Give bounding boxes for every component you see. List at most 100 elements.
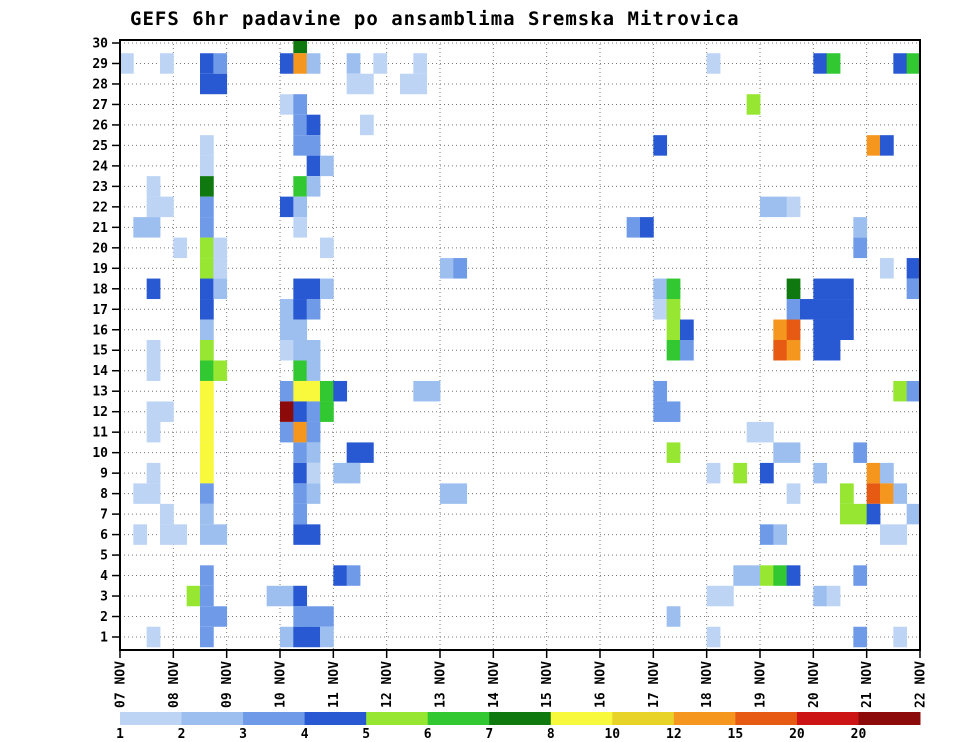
y-tick-label: 27	[92, 98, 108, 113]
heatmap-cell	[746, 565, 761, 586]
heatmap-cell	[200, 258, 214, 279]
heatmap-cell	[293, 360, 308, 381]
heatmap-cell	[906, 503, 920, 525]
y-tick-label: 4	[100, 569, 108, 584]
y-tick-label: 19	[92, 262, 108, 277]
y-tick-label: 11	[92, 426, 108, 441]
heatmap-cell	[293, 299, 308, 320]
heatmap-cell	[413, 380, 428, 402]
heatmap-cell	[293, 135, 308, 156]
y-tick-label: 3	[100, 590, 108, 605]
heatmap-cell	[773, 340, 788, 361]
heatmap-cell	[280, 421, 294, 443]
heatmap-cell	[880, 524, 894, 545]
heatmap-cell	[786, 278, 801, 300]
heatmap-cell	[146, 278, 161, 300]
heatmap-cell	[200, 483, 214, 504]
heatmap-cell	[200, 237, 214, 259]
x-tick-label: 18 NOV	[700, 661, 715, 708]
heatmap-cell	[306, 626, 321, 648]
y-axis: 1234567891011121314151617181920212223242…	[92, 37, 120, 646]
colorbar-segment	[366, 712, 429, 725]
heatmap-cell	[786, 340, 801, 361]
heatmap-cell	[773, 442, 788, 463]
heatmap-cell	[200, 421, 214, 443]
heatmap-cell	[866, 135, 881, 156]
heatmap-cell	[853, 237, 868, 259]
colorbar-label: 20	[851, 727, 867, 742]
x-tick-label: 22 NOV	[914, 661, 929, 708]
heatmap-cell	[893, 53, 908, 74]
heatmap-cell	[320, 278, 334, 300]
heatmap-cell	[293, 380, 308, 402]
colorbar-label: 7	[485, 727, 493, 742]
heatmap-cell	[200, 503, 214, 525]
y-tick-label: 12	[92, 405, 108, 420]
heatmap-cell	[160, 196, 174, 218]
heatmap-cell	[146, 421, 161, 443]
heatmap-cell	[840, 278, 854, 300]
y-tick-label: 17	[92, 303, 108, 318]
heatmap-cell	[213, 606, 228, 627]
heatmap-cell	[760, 421, 774, 443]
heatmap-cell	[146, 483, 161, 504]
heatmap-cell	[213, 258, 228, 279]
x-tick-label: 08 NOV	[167, 661, 182, 708]
y-tick-label: 25	[92, 139, 108, 154]
heatmap-cell	[293, 196, 308, 218]
heatmap-cell	[826, 340, 841, 361]
heatmap-cell	[853, 565, 868, 586]
heatmap-cell	[853, 442, 868, 463]
heatmap-cell	[293, 319, 308, 340]
heatmap-cell	[640, 217, 654, 238]
y-tick-label: 20	[92, 241, 108, 256]
heatmap-cell	[813, 299, 828, 320]
heatmap-cell	[906, 53, 920, 74]
heatmap-cell	[280, 299, 294, 320]
y-tick-label: 2	[100, 610, 108, 625]
colorbar-segment	[120, 712, 183, 725]
heatmap-cell	[306, 155, 321, 177]
heatmap-cell	[680, 340, 694, 361]
heatmap-cell	[306, 340, 321, 361]
heatmap-cell	[213, 360, 228, 381]
heatmap-cell	[186, 585, 201, 607]
heatmap-cell	[293, 606, 308, 627]
heatmap-cell	[400, 73, 414, 95]
heatmap-cell	[853, 503, 868, 525]
heatmap-cell	[333, 565, 348, 586]
heatmap-cell	[200, 135, 214, 156]
heatmap-cell	[200, 340, 214, 361]
heatmap-cell	[626, 217, 641, 238]
heatmap-cell	[786, 442, 801, 463]
heatmap-cell	[293, 53, 308, 74]
x-tick-label: 13 NOV	[434, 661, 449, 708]
colorbar-segment	[427, 712, 490, 725]
heatmap-cell	[280, 401, 294, 422]
colorbar-label: 6	[424, 727, 432, 742]
heatmap-cell	[320, 380, 334, 402]
colorbar-label: 12	[666, 727, 682, 742]
heatmap-cell	[306, 442, 321, 463]
heatmap-cell	[146, 360, 161, 381]
heatmap-cell	[200, 401, 214, 422]
heatmap-cell	[213, 524, 228, 545]
heatmap-cell	[813, 585, 828, 607]
heatmap-cell	[893, 483, 908, 504]
colorbar-segment	[673, 712, 736, 725]
heatmap-cell	[293, 626, 308, 648]
heatmap-cell	[786, 565, 801, 586]
heatmap-cell	[306, 524, 321, 545]
colorbar-label: 5	[362, 727, 370, 742]
colorbar-label: 10	[604, 727, 620, 742]
heatmap-cell	[146, 340, 161, 361]
heatmap-cell	[826, 278, 841, 300]
heatmap-cell	[706, 585, 721, 607]
heatmap-cell	[133, 524, 148, 545]
heatmap-cell	[906, 380, 920, 402]
heatmap-cell	[306, 360, 321, 381]
heatmap-cell	[306, 380, 321, 402]
heatmap-cell	[200, 217, 214, 238]
y-tick-label: 1	[100, 631, 108, 646]
y-tick-label: 18	[92, 282, 108, 297]
